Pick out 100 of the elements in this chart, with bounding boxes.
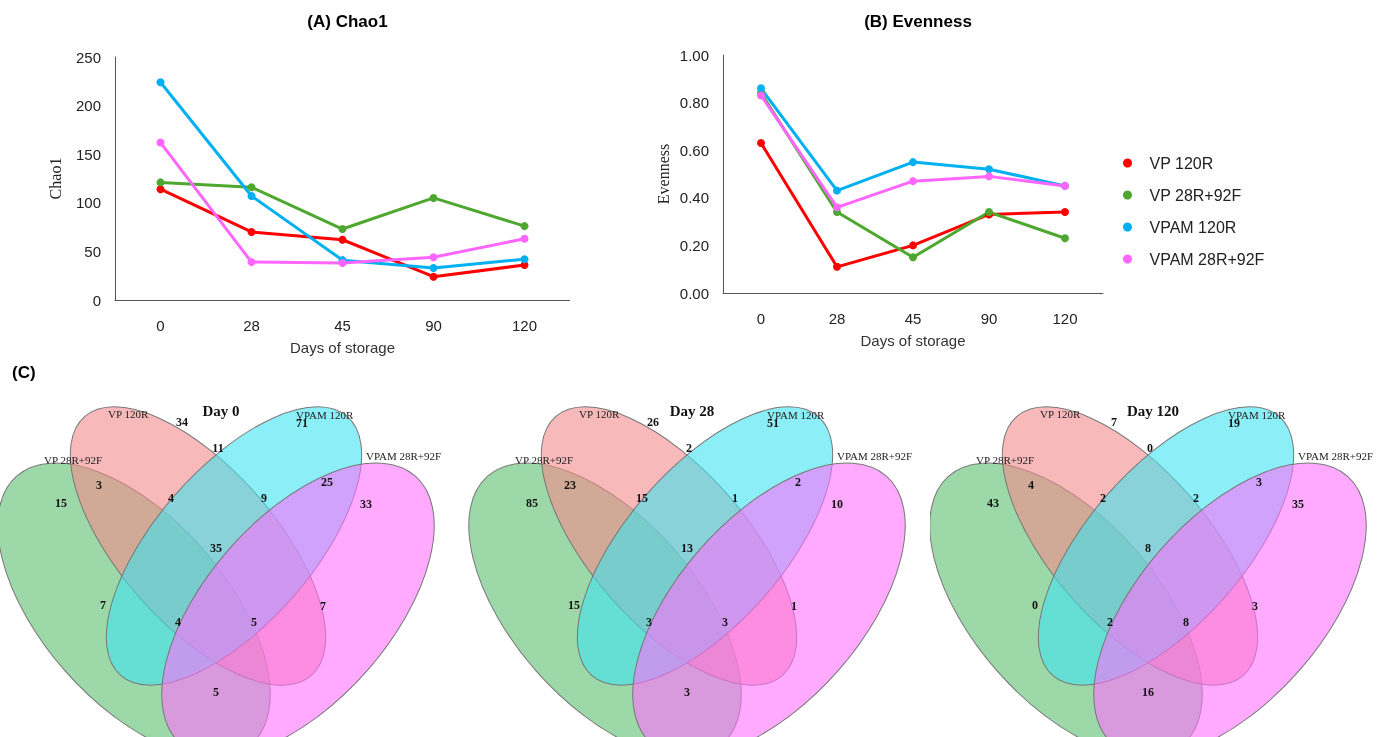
text: 15	[55, 496, 67, 510]
x-tick-label: 28	[828, 310, 846, 327]
text: VP 120R	[108, 408, 149, 420]
point	[247, 183, 256, 192]
legend-label: VPAM 120R	[1149, 218, 1237, 236]
point	[520, 255, 529, 264]
text: 13	[681, 541, 693, 555]
legend-label: VP 28R+92F	[1149, 186, 1242, 204]
x-tick-label: 90	[980, 310, 998, 327]
x-tick-label: 0	[156, 317, 165, 334]
point	[909, 241, 917, 250]
text: 3	[1252, 599, 1258, 613]
text: 7	[100, 598, 106, 612]
y-axis-title: Evenness	[654, 143, 672, 205]
text: Day 0	[202, 402, 240, 419]
point	[338, 225, 347, 234]
text: 1	[791, 599, 797, 613]
chart-title: (A) Chao1	[307, 12, 388, 31]
text: 9	[261, 491, 267, 505]
point	[429, 263, 438, 272]
point	[909, 253, 917, 262]
point	[338, 235, 347, 244]
text: 15	[636, 491, 648, 505]
y-tick-label: 100	[75, 194, 101, 212]
y-tick-label: 0	[92, 291, 101, 309]
x-tick-label: 28	[243, 317, 260, 334]
point	[757, 139, 765, 148]
text: 5	[213, 685, 219, 699]
point	[429, 272, 438, 281]
legend-label: VP 120R	[1149, 154, 1214, 172]
point	[247, 258, 256, 267]
y-tick-label: 0.60	[679, 141, 709, 159]
text: 2	[795, 475, 801, 489]
text: 35	[210, 541, 222, 555]
point	[1061, 234, 1069, 243]
text: 5	[251, 615, 257, 629]
point	[156, 78, 165, 87]
y-tick-label: 150	[75, 145, 101, 163]
text: 10	[831, 497, 843, 511]
text: 8	[1145, 541, 1151, 555]
text: 2	[1107, 615, 1113, 629]
y-axis-title: Chao1	[46, 157, 64, 200]
text: VP 120R	[579, 408, 620, 420]
x-axis-title: Days of storage	[289, 339, 396, 356]
y-tick-label: 0.00	[679, 284, 709, 302]
point	[429, 193, 438, 202]
text: 23	[564, 478, 576, 492]
point	[757, 84, 765, 93]
text: 4	[175, 615, 181, 629]
text: 0	[1147, 441, 1153, 455]
text: Day 28	[669, 402, 715, 419]
x-tick-label: 45	[904, 310, 922, 327]
text: 34	[176, 415, 188, 429]
x-tick-label: 45	[334, 317, 351, 334]
point	[520, 222, 529, 231]
y-tick-label: 200	[75, 97, 101, 115]
y-tick-label: 50	[84, 242, 101, 260]
y-tick-label: 0.40	[679, 189, 709, 207]
point	[833, 203, 841, 212]
text: VP 120R	[1040, 408, 1081, 420]
text: 4	[168, 491, 174, 505]
x-tick-label: 0	[756, 310, 766, 327]
text: (C)	[12, 362, 36, 382]
text: 2	[686, 441, 692, 455]
y-tick-label: 0.80	[679, 94, 709, 112]
point	[429, 253, 438, 262]
text: 3	[646, 615, 652, 629]
text: 7	[320, 599, 326, 613]
text: 4	[1028, 478, 1034, 492]
text: 3	[96, 478, 102, 492]
text: VPAM 28R+92F	[366, 450, 442, 462]
legend-label: VPAM 28R+92F	[1149, 250, 1265, 268]
text: VP 28R+92F	[976, 454, 1035, 466]
text: 43	[987, 496, 999, 510]
text: 26	[647, 415, 659, 429]
text: 35	[1292, 497, 1304, 511]
text: 1	[732, 491, 738, 505]
y-tick-label: 0.20	[679, 236, 709, 254]
point	[985, 165, 993, 174]
y-tick-label: 1.00	[679, 46, 709, 64]
text: 3	[684, 685, 690, 699]
point	[985, 172, 993, 181]
text: VPAM 28R+92F	[837, 450, 913, 462]
text: 15	[568, 598, 580, 612]
text: 25	[321, 475, 333, 489]
text: VPAM 28R+92F	[1298, 450, 1374, 462]
text: VP 28R+92F	[44, 454, 103, 466]
text: 8	[1183, 615, 1189, 629]
text: 2	[1100, 491, 1106, 505]
text: 7	[1111, 415, 1117, 429]
text: 3	[722, 615, 728, 629]
x-tick-label: 90	[425, 317, 442, 334]
point	[247, 192, 256, 200]
x-axis-title: Days of storage	[860, 332, 966, 349]
point	[909, 177, 917, 186]
point	[156, 178, 165, 187]
text: 3	[1256, 475, 1262, 489]
point	[156, 185, 165, 194]
text: 16	[1142, 685, 1154, 699]
point	[833, 262, 841, 271]
